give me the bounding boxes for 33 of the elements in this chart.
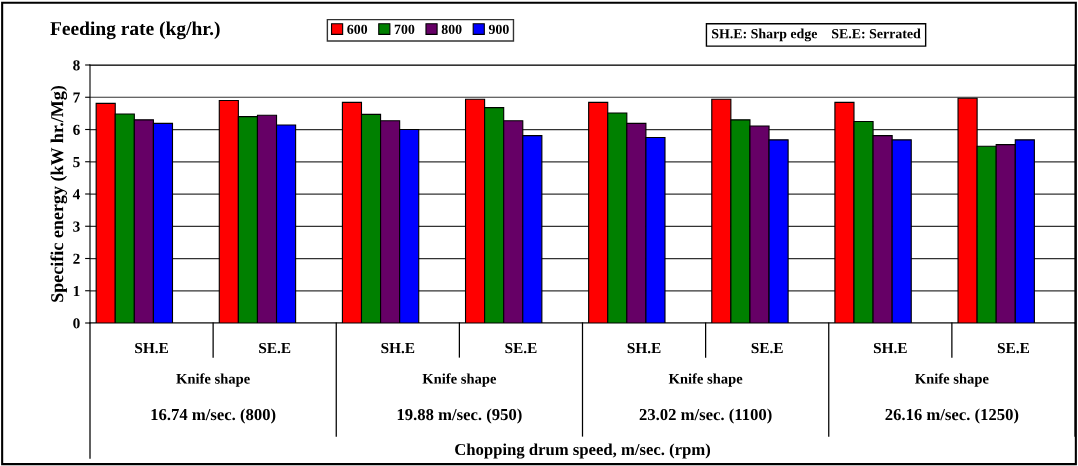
x-tick-label: SE.E	[751, 342, 783, 354]
y-tick-label: 5	[73, 157, 80, 168]
y-tick-label: 2	[73, 253, 80, 264]
y-axis-title: Specific energy (kW hr./Mg)	[50, 85, 68, 302]
y-tick-label: 8	[73, 60, 80, 71]
text: Knife shape	[915, 373, 989, 387]
text: 26.16 m/sec. (1250)	[885, 408, 1019, 424]
y-tick-label: 0	[73, 318, 80, 329]
text: Knife shape	[422, 373, 497, 387]
y-tick-label: 3	[73, 221, 80, 232]
legend-title: Feeding rate (kg/hr.)	[50, 21, 220, 40]
legend-label: 700	[394, 24, 415, 35]
y-tick-label: 6	[73, 124, 80, 135]
text: Knife shape	[668, 373, 743, 387]
x-tick-label: SE.E	[997, 342, 1029, 354]
text: Chopping drum speed, m/sec. (rpm)	[455, 443, 711, 459]
x-tick-label: SH.E	[627, 342, 661, 354]
x-tick-label: SH.E	[381, 342, 415, 354]
y-tick-label: 7	[73, 92, 80, 103]
x-tick-label: SE.E	[259, 342, 291, 354]
legend-label: 600	[347, 24, 368, 35]
text: Knife shape	[176, 373, 250, 387]
y-tick-label: 1	[73, 285, 80, 297]
text: 19.88 m/sec. (950)	[397, 408, 522, 424]
text: SH.E: Sharp edge SE.E: Serrated	[712, 28, 921, 42]
text: 16.74 m/sec. (800)	[151, 408, 276, 424]
x-tick-label: SE.E	[505, 342, 537, 354]
legend-label: 800	[441, 24, 462, 35]
y-tick-label: 4	[72, 189, 80, 200]
x-tick-label: SH.E	[873, 342, 907, 354]
x-tick-label: SH.E	[135, 342, 168, 354]
text: 23.02 m/sec. (1100)	[639, 408, 772, 424]
legend-label: 900	[488, 24, 509, 35]
